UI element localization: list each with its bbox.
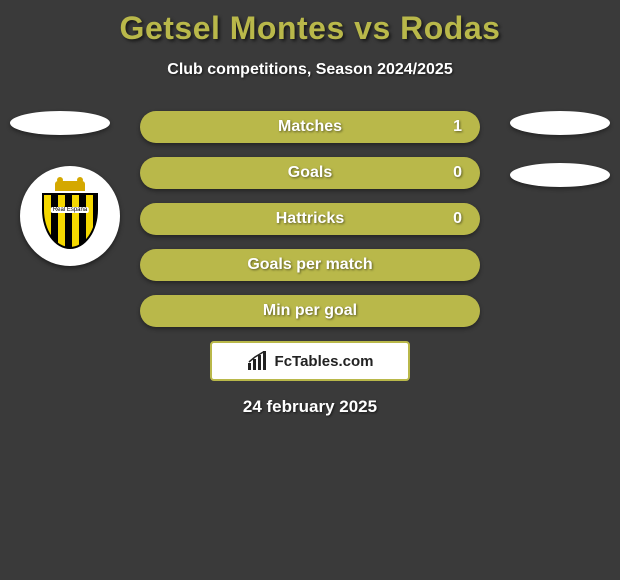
stat-label: Hattricks — [276, 210, 344, 228]
stat-value: 0 — [453, 210, 462, 228]
badge-crown-icon — [55, 181, 85, 191]
right-player-placeholder-2 — [510, 163, 610, 187]
stat-row-hattricks: Hattricks 0 — [140, 203, 480, 235]
page-title: Getsel Montes vs Rodas — [0, 0, 620, 47]
badge-shield-icon: Real España — [42, 193, 98, 249]
stat-label: Goals — [288, 164, 332, 182]
left-player-placeholder — [10, 111, 110, 135]
club-badge-graphic: Real España — [40, 181, 100, 251]
right-player-placeholder-1 — [510, 111, 610, 135]
stat-row-goals: Goals 0 — [140, 157, 480, 189]
stat-value: 1 — [453, 118, 462, 136]
badge-label: Real España — [51, 207, 89, 213]
stat-label: Goals per match — [247, 256, 372, 274]
brand-text: FcTables.com — [275, 353, 374, 370]
stat-row-min-per-goal: Min per goal — [140, 295, 480, 327]
brand-footer[interactable]: FcTables.com — [210, 341, 410, 381]
club-badge: Real España — [20, 166, 120, 266]
stat-label: Matches — [278, 118, 342, 136]
stat-rows: Matches 1 Goals 0 Hattricks 0 Goals per … — [140, 111, 480, 327]
stat-label: Min per goal — [263, 302, 357, 320]
stat-row-goals-per-match: Goals per match — [140, 249, 480, 281]
bar-chart-icon — [247, 351, 269, 371]
stat-value: 0 — [453, 164, 462, 182]
page-subtitle: Club competitions, Season 2024/2025 — [0, 61, 620, 79]
stat-row-matches: Matches 1 — [140, 111, 480, 143]
stats-container: Real España Matches 1 Goals 0 Hattricks … — [0, 111, 620, 417]
footer-date: 24 february 2025 — [0, 397, 620, 417]
